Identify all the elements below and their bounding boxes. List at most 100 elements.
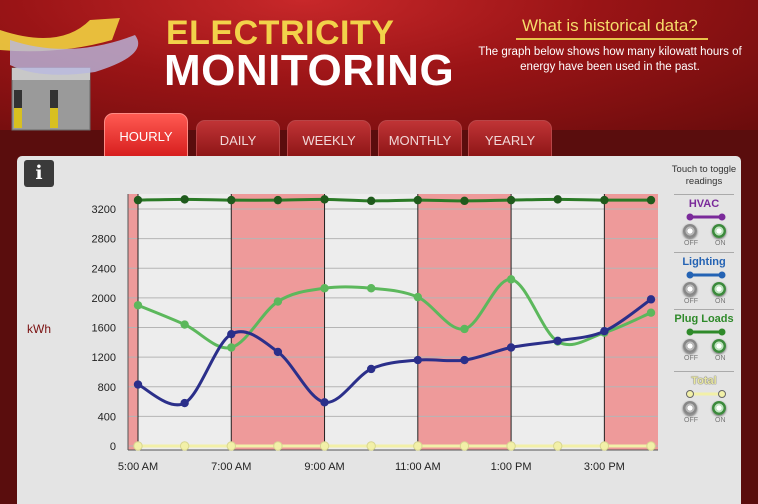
data-point-hvac (506, 441, 516, 451)
data-point-lighting (506, 343, 516, 352)
legend-name: HVAC (688, 198, 720, 210)
legend-swatch (686, 328, 726, 336)
data-point-hvac (179, 441, 190, 451)
data-point-lighting (600, 327, 609, 336)
data-point-plug (320, 284, 329, 293)
data-point-total (460, 196, 469, 206)
toggle-off-label: OFF (684, 417, 698, 424)
data-point-hvac (646, 441, 656, 451)
legend-name: Lighting (682, 256, 726, 268)
y-tick-label: 2800 (92, 234, 116, 246)
x-tick-label: 3:00 PM (584, 461, 625, 473)
toggle-on-label: ON (715, 298, 726, 305)
toggle-on-label: ON (715, 417, 726, 424)
historical-data-question: What is historical data? (522, 16, 698, 35)
legend-swatch (686, 390, 726, 398)
legend-title: Touch to toggle readings (671, 164, 737, 187)
data-point-plug (460, 324, 469, 334)
data-point-lighting (320, 398, 329, 407)
x-tick-label: 9:00 AM (304, 461, 344, 473)
data-point-lighting (227, 329, 236, 339)
series-line-total (137, 197, 652, 203)
data-point-hvac (459, 441, 470, 451)
data-point-total (366, 196, 376, 206)
data-point-total (180, 195, 189, 204)
x-tick-label: 7:00 AM (211, 461, 251, 473)
data-point-lighting (180, 398, 189, 408)
toggle-on-button[interactable] (712, 339, 726, 353)
data-point-plug (366, 284, 376, 293)
toggle-off-label: OFF (684, 240, 698, 247)
tab-daily[interactable]: DAILY (196, 120, 280, 158)
data-point-lighting (553, 336, 562, 346)
description: The graph below shows how many kilowatt … (478, 46, 742, 73)
data-point-lighting (366, 364, 376, 374)
y-axis-label: kWh (27, 322, 51, 336)
y-tick-label: 3200 (92, 204, 116, 216)
data-point-plug (180, 320, 189, 329)
x-tick-label: 5:00 AM (118, 461, 158, 473)
data-point-lighting (413, 355, 423, 365)
data-point-total (600, 195, 609, 205)
data-point-plug (227, 343, 236, 352)
data-point-total (227, 195, 236, 205)
legend-name: Plug Loads (674, 313, 734, 325)
toggle-off-button[interactable] (683, 401, 697, 415)
bolt-icon (0, 18, 139, 75)
toggle-off-label: OFF (684, 355, 698, 362)
toggle-off-button[interactable] (683, 282, 697, 296)
data-point-plug (506, 275, 516, 284)
data-point-total (646, 195, 656, 205)
toggle-off-label: OFF (684, 298, 698, 305)
data-point-plug (413, 292, 423, 302)
shaded-band (417, 194, 512, 450)
data-point-hvac (133, 441, 143, 451)
data-point-hvac (273, 441, 283, 451)
y-tick-label: 1200 (92, 352, 116, 364)
data-point-lighting (273, 347, 283, 357)
x-tick-label: 11:00 AM (395, 461, 441, 473)
data-point-lighting (133, 380, 143, 389)
data-point-total (320, 195, 329, 204)
toggle-off-button[interactable] (683, 224, 697, 238)
data-point-plug (273, 297, 283, 306)
data-point-lighting (646, 295, 656, 304)
toggle-on-button[interactable] (712, 282, 726, 296)
tab-monthly[interactable]: MONTHLY (378, 120, 462, 158)
legend-swatch (686, 213, 726, 221)
data-point-plug (133, 301, 143, 310)
data-point-hvac (319, 441, 330, 451)
data-point-plug (646, 308, 656, 317)
title-line1: ELECTRICITY (166, 14, 395, 52)
toggle-on-button[interactable] (712, 224, 726, 238)
tab-weekly[interactable]: WEEKLY (287, 120, 371, 158)
toggle-on-label: ON (715, 355, 726, 362)
y-tick-label: 0 (110, 441, 116, 453)
data-point-total (133, 195, 143, 205)
plot-background (128, 194, 658, 450)
toggle-on-label: ON (715, 240, 726, 247)
toggle-off-button[interactable] (683, 339, 697, 353)
tab-hourly[interactable]: HOURLY (104, 113, 188, 158)
legend-divider (674, 194, 734, 195)
legend-divider (674, 252, 734, 253)
data-point-hvac (366, 441, 376, 451)
data-point-total (413, 195, 423, 205)
y-tick-label: 400 (98, 411, 116, 423)
info-icon[interactable]: i (24, 160, 54, 187)
toggle-on-button[interactable] (712, 401, 726, 415)
y-tick-label: 2400 (92, 263, 116, 275)
data-point-hvac (599, 441, 610, 451)
legend-name: Total (691, 375, 717, 387)
data-point-hvac (413, 441, 423, 451)
data-point-total (506, 195, 516, 205)
y-tick-label: 1600 (92, 323, 116, 335)
shaded-band (231, 194, 325, 450)
legend-divider (674, 309, 734, 310)
legend-divider (674, 371, 734, 372)
y-tick-label: 2000 (92, 293, 116, 305)
plug-icon (11, 67, 91, 131)
data-point-hvac (226, 441, 236, 451)
tab-yearly[interactable]: YEARLY (468, 120, 552, 158)
